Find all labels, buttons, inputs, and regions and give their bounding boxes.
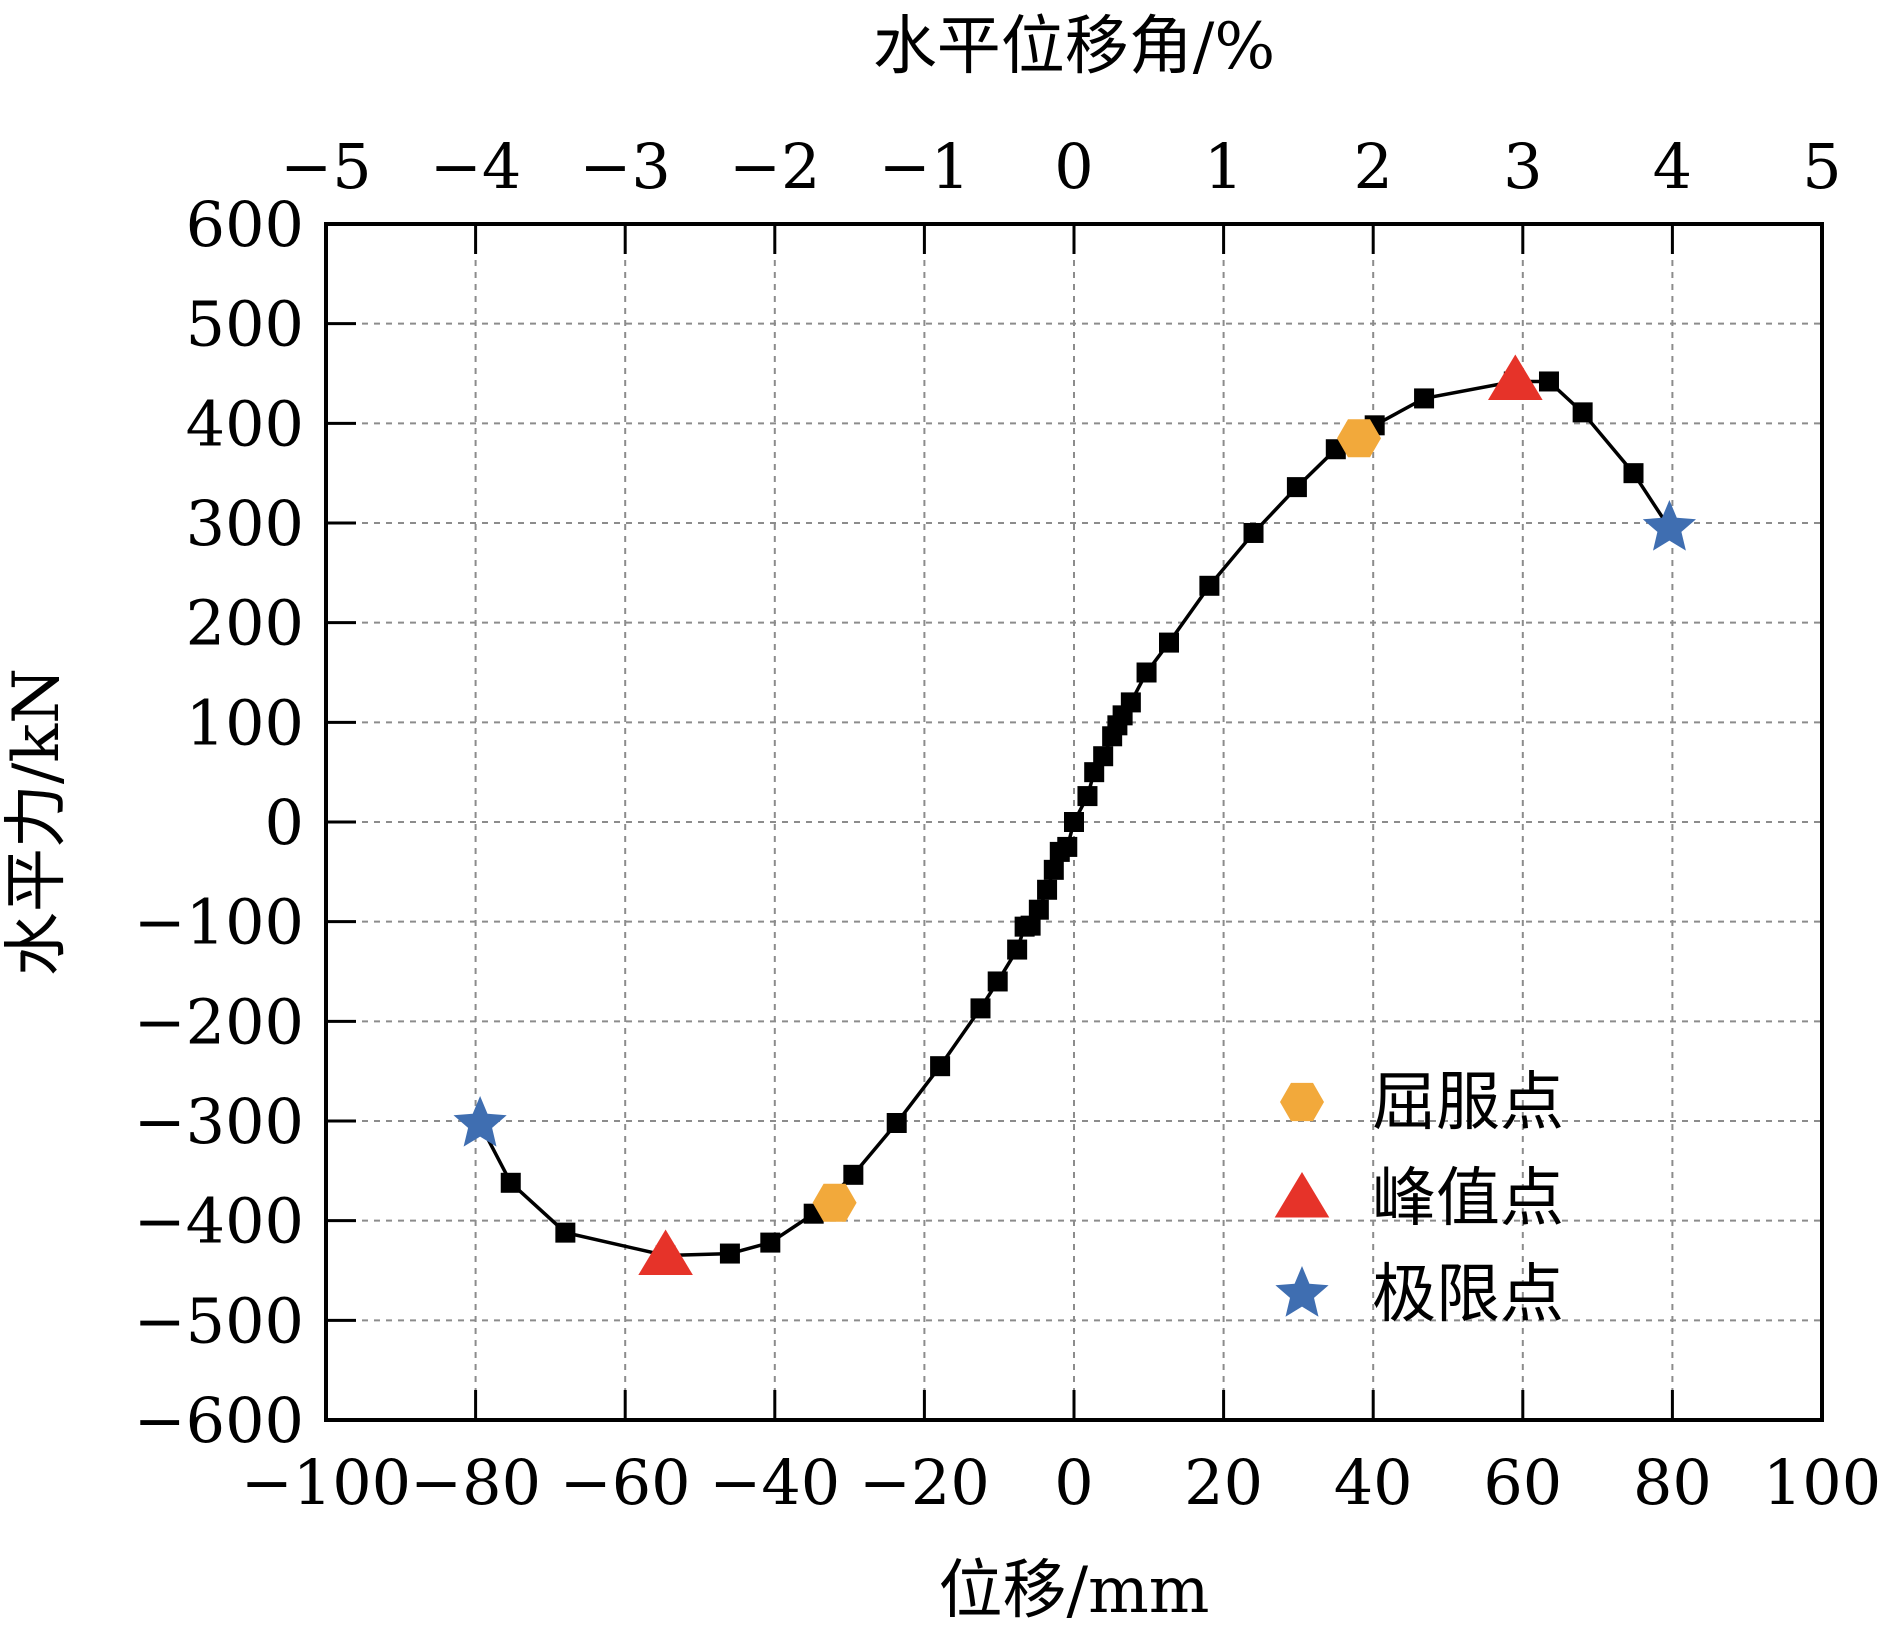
data-point (555, 1222, 576, 1243)
data-point (1037, 879, 1058, 900)
y-tick-label: −500 (134, 1284, 304, 1357)
top-tick-label: 0 (1054, 130, 1093, 203)
x-tick-label: 40 (1334, 1446, 1413, 1519)
data-point (1028, 899, 1049, 920)
top-tick-label: 5 (1802, 130, 1841, 203)
data-point (1538, 371, 1559, 392)
y-tick-label: 500 (186, 288, 304, 361)
data-point (970, 998, 991, 1019)
y-tick-label: −100 (134, 886, 304, 959)
triangle-point (638, 1229, 693, 1276)
y-tick-label: 300 (186, 487, 304, 560)
y-tick-label: 0 (265, 786, 304, 859)
data-point (1158, 632, 1179, 653)
hexagon-point (1337, 419, 1381, 458)
markers (453, 354, 1696, 1276)
data-point (1243, 522, 1264, 543)
data-point (1572, 402, 1593, 423)
data-point (1007, 939, 1028, 960)
top-tick-label: 1 (1204, 130, 1243, 203)
y-tick-label: 600 (186, 188, 304, 261)
y-axis-title: 水平力/kN (0, 668, 74, 976)
y-tick-label: 100 (186, 686, 304, 759)
data-point (1136, 662, 1157, 683)
data-point (1057, 836, 1078, 857)
x-tick-label: −20 (859, 1446, 990, 1519)
data-point (987, 971, 1008, 992)
top-tick-label: 2 (1353, 130, 1392, 203)
y-tick-label: 400 (186, 387, 304, 460)
data-point (1093, 746, 1114, 767)
x-tick-label: −60 (560, 1446, 691, 1519)
data-point (1084, 762, 1105, 783)
y-tick-label: −400 (134, 1185, 304, 1258)
data-point (843, 1164, 864, 1185)
top-tick-label: −3 (579, 130, 670, 203)
data-point (1043, 859, 1064, 880)
y-tick-labels: −600 −500 −400 −300 −200 −100 0 100 200 300 400 500… (134, 188, 304, 1457)
data-point (1414, 388, 1435, 409)
top-axis-tick-labels: −5 −4 −3 −2 −1 0 1 2 3 4 5 (280, 130, 1841, 203)
data-point (719, 1243, 740, 1264)
y-tick-label: −200 (134, 985, 304, 1058)
x-tick-label: 100 (1763, 1446, 1881, 1519)
x-tick-label: −100 (241, 1446, 411, 1519)
hexagon-point (812, 1183, 857, 1222)
top-tick-label: −1 (879, 130, 970, 203)
triangle-point (1488, 354, 1543, 400)
x-tick-label: −80 (410, 1446, 541, 1519)
legend-label: 峰值点 (1372, 1162, 1564, 1236)
data-point (886, 1112, 907, 1133)
x-tick-label: 0 (1054, 1446, 1093, 1519)
data-point (1077, 786, 1098, 807)
star-point (1642, 500, 1696, 551)
top-tick-label: −2 (729, 130, 820, 203)
gridlines (326, 224, 1822, 1420)
data-point (930, 1056, 951, 1077)
data-point (1286, 477, 1307, 498)
x-tick-labels: −100 −80 −60 −40 −20 0 20 40 60 80 100 (241, 1446, 1881, 1519)
data-point (1120, 692, 1141, 713)
data-point (1020, 915, 1041, 936)
x-tick-label: 60 (1483, 1446, 1562, 1519)
tick-marks (324, 222, 1824, 1422)
top-tick-label: 3 (1503, 130, 1542, 203)
data-point (1199, 575, 1220, 596)
y-tick-label: −300 (134, 1085, 304, 1158)
legend-label: 极限点 (1372, 1258, 1564, 1332)
x-tick-label: 20 (1184, 1446, 1263, 1519)
x-axis-title: 位移/mm (939, 1554, 1210, 1628)
top-tick-label: −4 (430, 130, 521, 203)
legend-label: 屈服点 (1372, 1066, 1564, 1140)
data-point (760, 1232, 781, 1253)
data-point (1623, 463, 1644, 484)
top-axis-title: 水平位移角/% (873, 10, 1275, 84)
y-tick-label: 200 (186, 587, 304, 660)
star-point (453, 1096, 507, 1147)
y-tick-label: −600 (134, 1384, 304, 1457)
legend-star-icon (1275, 1266, 1329, 1317)
data-point (1064, 812, 1084, 832)
top-tick-label: −5 (280, 130, 371, 203)
top-tick-label: 4 (1653, 130, 1692, 203)
data-point (500, 1172, 521, 1193)
legend-triangle-icon (1274, 1172, 1330, 1218)
legend-hexagon-icon (1280, 1082, 1324, 1122)
x-tick-label: 80 (1633, 1446, 1712, 1519)
x-tick-label: −40 (709, 1446, 840, 1519)
